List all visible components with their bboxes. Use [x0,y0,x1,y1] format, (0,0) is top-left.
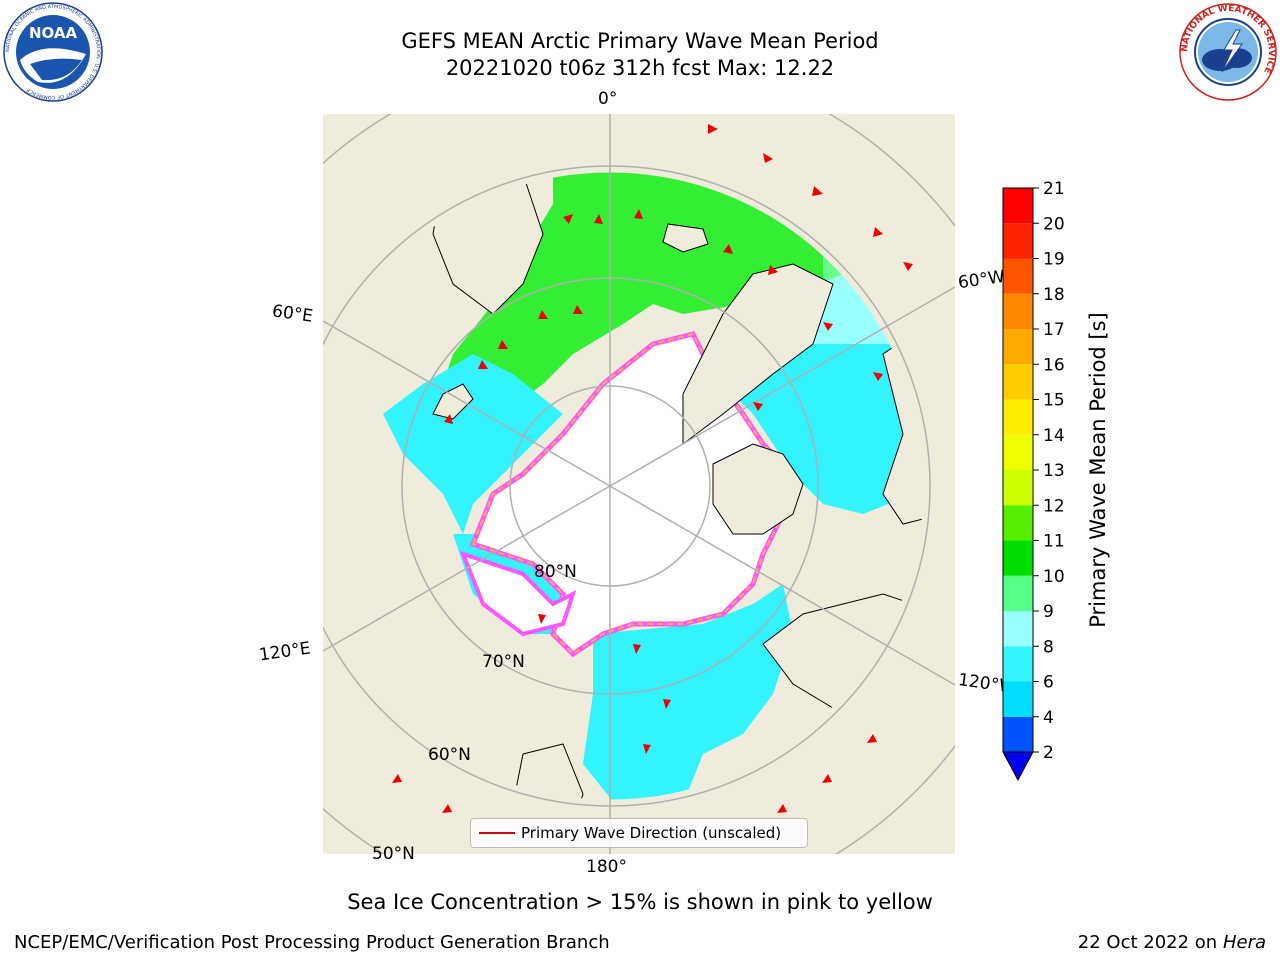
wave-arrows [392,124,913,813]
meridian-120e [323,485,611,652]
colorbar-segment [1003,223,1033,259]
ocean-kara-cyan [383,354,563,534]
colorbar-segment [1003,470,1033,506]
colorbar-tick-label: 4 [1043,708,1054,728]
meridian-60w [609,286,955,487]
colorbar-tick-label: 14 [1043,426,1065,446]
colorbar-tick-label: 11 [1043,532,1065,552]
colorbar-segment [1003,399,1033,435]
footer-machine: Hera [1222,932,1266,953]
lon-label-60e: 60°E [270,301,315,327]
lat-label-60n: 60°N [428,745,471,765]
colorbar-segment [1003,716,1033,752]
lon-label-0: 0° [598,89,618,109]
colorbar-tick-label: 15 [1043,391,1065,411]
colorbar-tick-label: 17 [1043,320,1065,340]
colorbar-segment [1003,258,1033,294]
colorbar-tick-label: 19 [1043,250,1065,270]
colorbar-tick-label: 18 [1043,285,1065,305]
legend-label: Primary Wave Direction (unscaled) [521,824,782,842]
colorbar-segment [1003,611,1033,647]
meridian-60e [323,320,611,487]
land-svalbard [662,223,709,253]
colorbar-tick-label: 9 [1043,602,1054,622]
colorbar-tick-label: 6 [1043,673,1054,693]
colorbar-tick-label: 13 [1043,461,1065,481]
colorbar-tick-label: 20 [1043,214,1065,234]
colorbar-segment [1003,646,1033,682]
graticule [323,114,955,854]
footer-date-text: 22 Oct 2022 on [1077,932,1218,953]
lon-label-180: 180° [586,857,627,877]
footer-credit: NCEP/EMC/Verification Post Processing Pr… [14,932,610,953]
colorbar-tick-label: 12 [1043,496,1065,516]
colorbar-segment [1003,575,1033,611]
ocean-bering-cyan [583,584,793,800]
land-archipelago [712,443,804,535]
land-greenland [682,263,834,445]
footer-date: 22 Oct 2022 on Hera [1078,932,1266,953]
lat-label-80n: 80°N [534,562,577,582]
colorbar-segment [1003,540,1033,576]
colorbar-segment [1003,505,1033,541]
lat-label-70n: 70°N [482,652,525,672]
colorbar-segment [1003,188,1033,224]
colorbar-tick-label: 8 [1043,637,1054,657]
colorbar-segment [1003,329,1033,365]
colorbar-title: Primary Wave Mean Period [s] [1086,312,1110,628]
arctic-map [323,114,955,854]
colorbar-segment [1003,681,1033,717]
plot-subtitle: 20221020 t06z 312h fcst Max: 12.22 [445,56,835,80]
colorbar-tick-label: 2 [1043,743,1054,763]
colorbar-extend-triangle [1002,751,1034,782]
lon-label-120e: 120°E [257,638,312,666]
colorbar-tick-label: 10 [1043,567,1065,587]
nws-logo: NATIONAL WEATHER SERVICE [1179,3,1277,101]
noaa-logo-text: NOAA [29,24,78,42]
map-legend: Primary Wave Direction (unscaled) [470,818,808,848]
sea-ice-east-siberian [459,550,577,637]
meridian-120w [609,485,955,686]
sea-ice-note: Sea Ice Concentration > 15% is shown in … [347,890,933,914]
colorbar-segment [1003,293,1033,329]
colorbar-tick-label: 16 [1043,355,1065,375]
noaa-logo: NOAA NATIONAL OCEANIC AND ATMOSPHERIC AD… [3,2,103,102]
colorbar-segment [1003,434,1033,470]
plot-title: GEFS MEAN Arctic Primary Wave Mean Perio… [401,29,879,53]
colorbar-segment [1003,364,1033,400]
colorbar-tick-label: 21 [1043,180,1065,199]
legend-line-swatch [479,832,515,834]
colorbar: 2 4 6 8 9 10 11 12 13 14 15 16 17 18 19 20 21 [1002,180,1065,782]
lat-label-50n: 50°N [372,844,415,864]
